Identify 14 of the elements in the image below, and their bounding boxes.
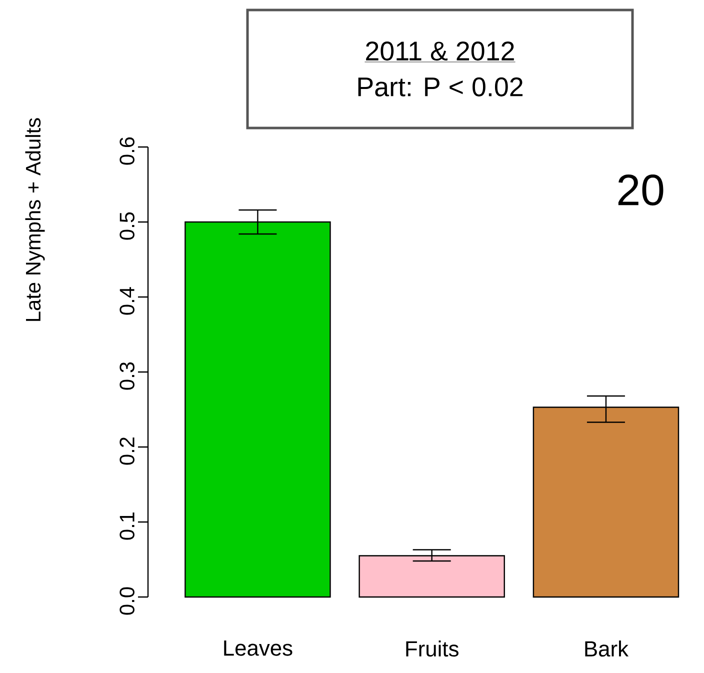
chart-subtitle: Part: P < 0.02 (358, 77, 523, 96)
annotation: 20 (618, 174, 664, 206)
y-axis-title: Late Nymphs + Adults (25, 118, 45, 321)
y-tick-label: 0.2 (120, 438, 134, 465)
x-tick-label: Bark (585, 640, 629, 657)
y-tick-label: 0.0 (120, 587, 134, 615)
y-tick-label: 0.3 (120, 362, 134, 390)
y-tick-label: 0.4 (120, 287, 134, 315)
x-tick-label: Fruits (406, 640, 458, 657)
y-tick-label: 0.1 (120, 512, 134, 540)
y-tick-label: 0.5 (120, 212, 134, 240)
x-tick-label: Leaves (224, 640, 292, 656)
chart-title: 2011 & 2012 (366, 42, 514, 61)
y-tick-label: 0.6 (120, 137, 134, 165)
